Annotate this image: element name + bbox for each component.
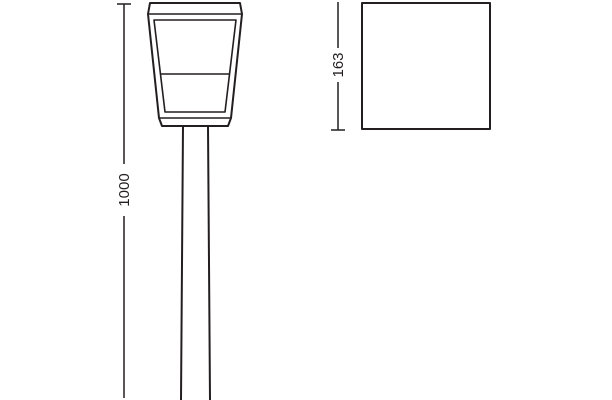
top-view-square [361,2,491,130]
lantern-outer-frame [147,2,243,127]
dimension-head-label: 163 [330,52,347,77]
dimension-head-height: 163 [330,2,347,131]
lantern-inner-frame [153,19,237,113]
dimension-total-label: 1000 [116,173,133,206]
pole [180,125,211,400]
bollard-side-view [147,2,243,400]
dimension-total-height: 1000 [116,3,133,398]
